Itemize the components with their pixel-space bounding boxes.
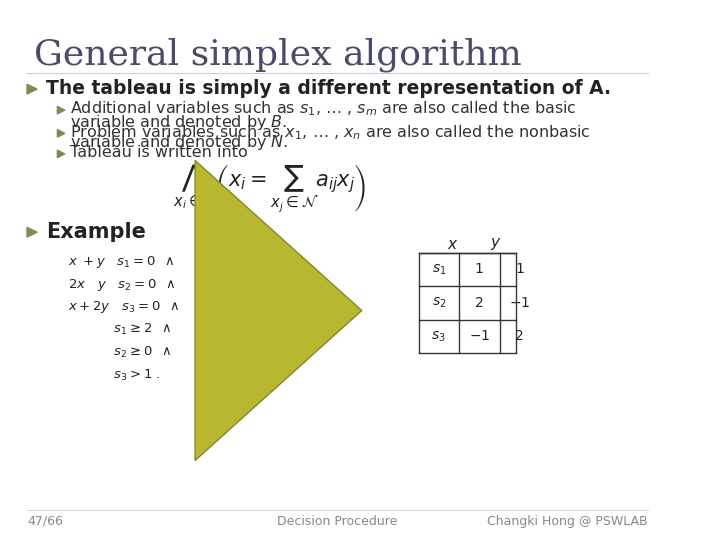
- Polygon shape: [27, 227, 37, 237]
- Text: $2x \quad y \quad s_2 = 0 \;\; \wedge$: $2x \quad y \quad s_2 = 0 \;\; \wedge$: [68, 276, 175, 293]
- Text: Changki Hong @ PSWLAB: Changki Hong @ PSWLAB: [487, 515, 648, 528]
- Text: Problem variables such as $x_1$, $\ldots$ , $x_n$ are also called the nonbasic: Problem variables such as $x_1$, $\ldots…: [70, 123, 590, 141]
- Text: $x \; +y \quad s_1 = 0 \;\; \wedge$: $x \; +y \quad s_1 = 0 \;\; \wedge$: [68, 254, 174, 270]
- Text: $\qquad\quad\;\; s_3 > 1 \;.$: $\qquad\quad\;\; s_3 > 1 \;.$: [68, 368, 160, 383]
- Text: The tableau is simply a different representation of A.: The tableau is simply a different repres…: [46, 79, 611, 98]
- Text: $\bigwedge_{x_i \in \mathcal{B}} \left( x_i = \sum_{x_j \in \mathcal{N}} a_{ij} : $\bigwedge_{x_i \in \mathcal{B}} \left( …: [174, 163, 366, 215]
- Text: $s_3$: $s_3$: [431, 329, 446, 343]
- Text: $\qquad\quad\;\; s_2 \geq 0 \;\; \wedge$: $\qquad\quad\;\; s_2 \geq 0 \;\; \wedge$: [68, 345, 171, 360]
- Text: $x + 2y \quad s_3 = 0 \;\; \wedge$: $x + 2y \quad s_3 = 0 \;\; \wedge$: [68, 299, 179, 315]
- Text: $y$: $y$: [490, 236, 502, 252]
- Text: Decision Procedure: Decision Procedure: [277, 515, 397, 528]
- Polygon shape: [58, 106, 65, 114]
- Text: 2: 2: [516, 329, 524, 343]
- Text: $-1$: $-1$: [509, 296, 531, 310]
- Text: General simplex algorithm: General simplex algorithm: [34, 38, 521, 72]
- Text: Tableau is written into: Tableau is written into: [70, 145, 247, 160]
- Text: 1: 1: [475, 262, 484, 276]
- Polygon shape: [58, 130, 65, 137]
- Polygon shape: [27, 84, 37, 94]
- Text: $x$: $x$: [446, 237, 458, 252]
- Text: variable and denoted by $B$.: variable and denoted by $B$.: [70, 112, 287, 132]
- Text: Additional variables such as $s_1$, $\ldots$ , $s_m$ are also called the basic: Additional variables such as $s_1$, $\ld…: [70, 100, 576, 118]
- Text: $s_2$: $s_2$: [431, 296, 446, 310]
- Text: 47/66: 47/66: [27, 515, 63, 528]
- Text: Example: Example: [46, 221, 145, 242]
- FancyArrowPatch shape: [195, 160, 361, 461]
- Text: $s_1$: $s_1$: [431, 262, 446, 276]
- Text: 2: 2: [475, 296, 484, 310]
- Text: variable and denoted by $N$.: variable and denoted by $N$.: [70, 133, 288, 152]
- Polygon shape: [58, 150, 65, 158]
- Text: $\qquad\quad\;\; s_1 \geq 2 \;\; \wedge$: $\qquad\quad\;\; s_1 \geq 2 \;\; \wedge$: [68, 322, 171, 338]
- Text: 1: 1: [516, 262, 524, 276]
- Text: $-1$: $-1$: [469, 329, 490, 343]
